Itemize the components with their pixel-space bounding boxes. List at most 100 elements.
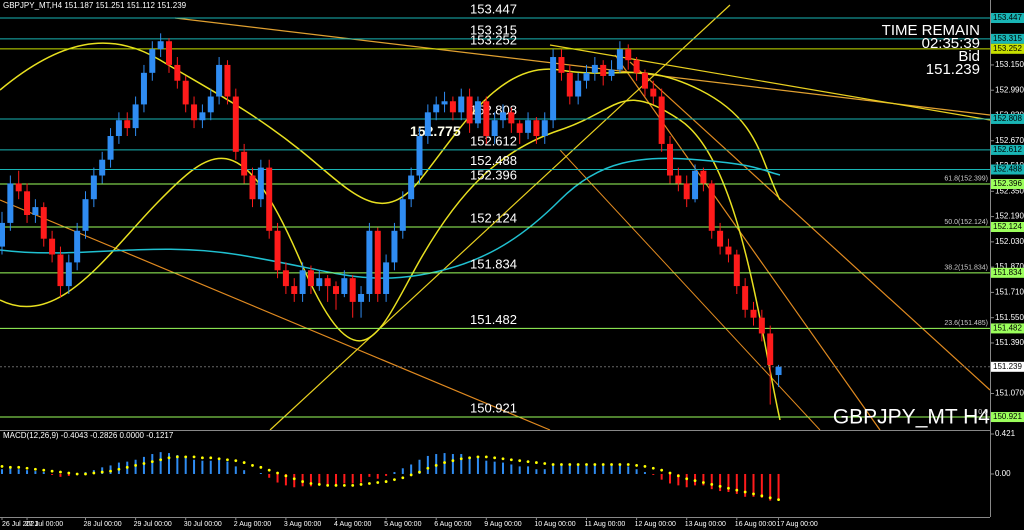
- y-tick-label: 152.670: [995, 136, 1024, 145]
- level-tag-label: 152.124: [993, 222, 1022, 231]
- y-tick-label: 152.350: [995, 186, 1024, 195]
- candle-body: [65, 262, 72, 287]
- candle-body: [683, 183, 690, 200]
- signal-dot: [676, 474, 680, 478]
- candle-body: [458, 96, 465, 113]
- signal-dot: [276, 471, 279, 475]
- signal-dot: [418, 470, 421, 474]
- candle-body: [391, 230, 398, 263]
- candle-body: [591, 64, 598, 73]
- candle-body: [132, 104, 139, 129]
- trend-line: [269, 4, 731, 431]
- signal-dot: [518, 459, 522, 463]
- level-tag: [991, 222, 1024, 233]
- signal-dot: [727, 486, 730, 490]
- candle-body: [433, 104, 440, 113]
- x-tick-label: 28 Jul 00:00: [84, 521, 122, 528]
- candle-body: [266, 167, 273, 231]
- x-tick-label: 3 Aug 00:00: [284, 521, 321, 528]
- fib-label: 23.6(151.485): [944, 320, 988, 327]
- signal-dot: [184, 455, 188, 459]
- candle-body: [633, 60, 640, 73]
- level-tag: [991, 164, 1024, 175]
- signal-dot: [134, 464, 138, 467]
- candle-body: [216, 64, 223, 97]
- level-tag-label: 151.482: [993, 324, 1022, 333]
- signal-dot: [75, 472, 79, 476]
- candle-body: [241, 151, 248, 176]
- candle-body: [700, 170, 707, 184]
- signal-dot: [226, 458, 229, 462]
- signal-dot: [626, 463, 630, 466]
- candle-body: [224, 64, 231, 97]
- level-label: 150.921: [470, 400, 517, 415]
- time-remain: TIME REMAIN: [882, 22, 980, 39]
- signal-dot: [17, 465, 21, 469]
- signal-dot: [401, 476, 405, 480]
- candle-body: [324, 278, 331, 287]
- signal-dot: [92, 471, 96, 475]
- y-tick-label: 151.870: [995, 262, 1024, 271]
- candle-body: [491, 120, 498, 137]
- level-tag: [991, 323, 1024, 334]
- signal-dot: [34, 467, 37, 471]
- signal-dot: [393, 478, 396, 482]
- level-tag: [991, 144, 1024, 155]
- signal-dot: [635, 464, 638, 467]
- level-tag-label: 152.396: [993, 179, 1022, 188]
- signal-dot: [601, 463, 605, 466]
- candle-body: [366, 230, 373, 294]
- signal-dot: [426, 466, 430, 470]
- bid-label: Bid: [958, 48, 980, 65]
- signal-dot: [459, 457, 463, 461]
- signal-dot: [593, 463, 597, 466]
- candle-body: [658, 96, 665, 144]
- level-tag-label: 153.252: [993, 44, 1022, 53]
- x-tick-label: 10 Aug 00:00: [534, 521, 575, 528]
- signal-dot: [409, 473, 413, 477]
- candle-body: [82, 199, 89, 231]
- signal-dot: [8, 465, 12, 469]
- y-tick-label: 152.190: [995, 212, 1024, 221]
- signal-dot: [217, 457, 221, 461]
- candle-body: [90, 175, 97, 200]
- candle-body: [299, 270, 306, 294]
- candle-body: [717, 230, 724, 247]
- candle-body: [316, 278, 323, 287]
- level-label: 152.612: [470, 133, 517, 148]
- candle-body: [625, 49, 632, 61]
- signal-dot: [326, 483, 330, 487]
- level-label: 151.482: [470, 312, 517, 327]
- fib-label: 38.2(151.834): [944, 265, 988, 272]
- y-tick-label: 151.070: [995, 389, 1024, 398]
- candle-body: [441, 101, 448, 105]
- y-tick-label: 152.030: [995, 237, 1024, 246]
- signal-dot: [42, 468, 46, 472]
- candle-body: [566, 72, 573, 97]
- signal-dot: [585, 463, 588, 466]
- candle-body: [667, 143, 673, 176]
- level-tag: [991, 13, 1024, 24]
- candle-body: [424, 112, 431, 137]
- trend-line: [629, 61, 991, 391]
- signal-dot: [117, 467, 121, 471]
- candle-body: [541, 120, 548, 137]
- candle-body: [399, 199, 406, 231]
- signal-dot: [443, 461, 446, 464]
- candle-body: [374, 230, 381, 294]
- marker-label: 152.775: [410, 123, 461, 139]
- signal-dot: [768, 496, 772, 500]
- signal-dot: [267, 468, 271, 472]
- level-label: 151.834: [470, 256, 517, 271]
- level-tag-label: 153.447: [993, 13, 1022, 22]
- level-tag-label: 150.921: [993, 412, 1022, 421]
- signal-dot: [568, 463, 572, 466]
- candle-body: [575, 80, 582, 97]
- signal-dot: [493, 456, 497, 460]
- level-tag: [991, 179, 1024, 190]
- signal-dot: [125, 465, 129, 469]
- signal-dot: [668, 471, 672, 475]
- candle-body: [74, 230, 81, 263]
- candle-body: [32, 207, 39, 215]
- candle-body: [767, 333, 774, 366]
